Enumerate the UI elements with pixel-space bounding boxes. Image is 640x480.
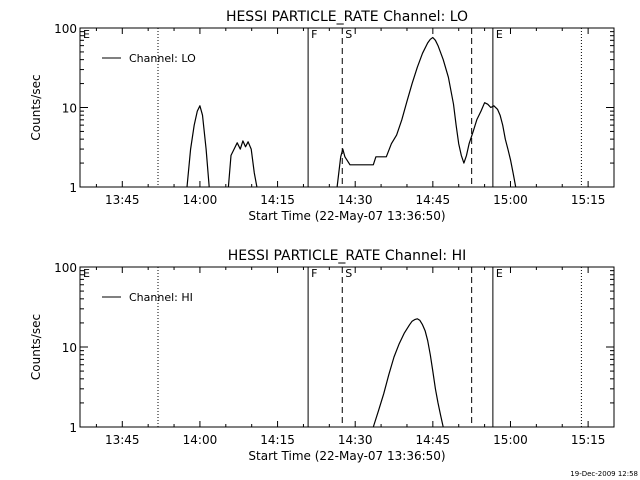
x-tick-label: 14:45 (416, 433, 451, 447)
marker-label: S (345, 28, 352, 41)
y-axis-label: Counts/sec (29, 314, 43, 380)
chart-title: HESSI PARTICLE_RATE Channel: HI (228, 248, 466, 264)
chart-title: HESSI PARTICLE_RATE Channel: LO (226, 9, 468, 25)
y-axis-label: Counts/sec (29, 74, 43, 140)
x-tick-label: 13:45 (105, 433, 140, 447)
panel-hi: HESSI PARTICLE_RATE Channel: HI 13:45 14:0… (29, 248, 615, 463)
y-tick-label: 1 (69, 421, 77, 435)
x-tick-label: 15:15 (571, 433, 606, 447)
legend-label: Channel: HI (129, 291, 193, 304)
x-tick-label: 14:00 (183, 193, 218, 207)
x-tick-label: 14:45 (416, 193, 451, 207)
x-tick-label: 13:45 (105, 193, 140, 207)
x-tick-label: 14:30 (338, 433, 373, 447)
y-tick-label: 100 (54, 22, 77, 36)
legend-label: Channel: LO (129, 52, 196, 65)
series-line-segment (336, 36, 517, 188)
panel-lo: HESSI PARTICLE_RATE Channel: LO 13:45 14:0… (29, 9, 615, 223)
x-tick-label: 14:15 (260, 433, 295, 447)
marker-label: S (345, 267, 352, 280)
marker-label: E (83, 28, 90, 41)
series-line-segment (227, 140, 258, 188)
x-axis-label: Start Time (22-May-07 13:36:50) (248, 449, 445, 463)
x-tick-label: 15:15 (571, 193, 606, 207)
x-tick-label: 14:00 (183, 433, 218, 447)
x-tick-label: 15:00 (493, 433, 528, 447)
y-tick-label: 10 (62, 341, 77, 355)
x-tick-label: 15:00 (493, 193, 528, 207)
marker-label: E (83, 267, 90, 280)
y-tick-label: 1 (69, 181, 77, 195)
series-line-segment (186, 105, 210, 188)
x-tick-label: 14:30 (338, 193, 373, 207)
y-tick-label: 10 (62, 102, 77, 116)
marker-label: E (496, 28, 503, 41)
x-tick-label: 14:15 (260, 193, 295, 207)
x-axis-label: Start Time (22-May-07 13:36:50) (248, 209, 445, 223)
marker-label: F (311, 267, 317, 280)
marker-label: E (496, 267, 503, 280)
marker-label: F (311, 28, 317, 41)
series-line-segment (372, 318, 444, 428)
footer-timestamp: 19-Dec-2009 12:58 (570, 470, 638, 478)
y-tick-label: 100 (54, 261, 77, 275)
